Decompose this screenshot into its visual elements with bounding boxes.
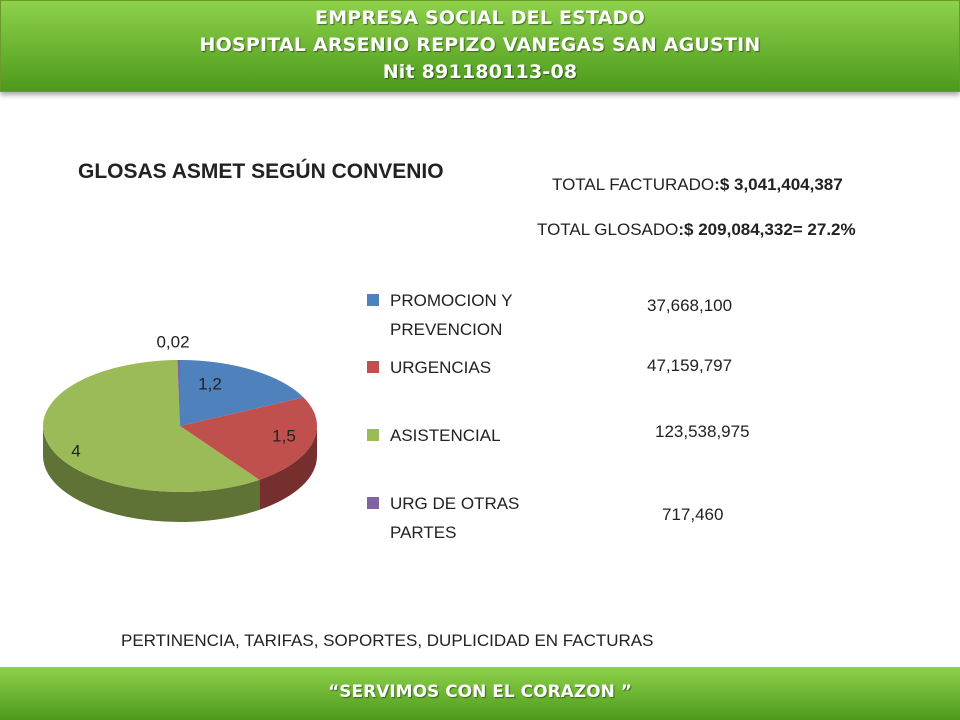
pie-slice-urgencias <box>180 397 317 480</box>
amount-promocion: 37,668,100 <box>647 296 733 315</box>
pie-side-urgencias <box>259 426 317 510</box>
legend-label-urg-otras-2: PARTES <box>390 523 457 542</box>
legend-swatch-urg-otras <box>367 497 379 509</box>
data-label-urg-otras: 0,02 <box>156 332 189 351</box>
amount-urgencias: 47,159,797 <box>647 356 733 375</box>
total-facturado: TOTAL FACTURADO:$ 3,041,404,387 <box>552 175 843 195</box>
legend-label-asistencial: ASISTENCIAL <box>390 426 501 445</box>
total-glosado-value: :$ 209,084,332= <box>678 220 808 239</box>
total-glosado-percent: 27.2% <box>807 220 856 239</box>
total-facturado-label: TOTAL FACTURADO <box>552 175 715 194</box>
legend-label-promocion-2: PREVENCION <box>390 320 503 339</box>
data-label-promocion: 1,2 <box>198 374 222 393</box>
data-label-asistencial: 4 <box>71 441 80 460</box>
footer-slogan: “SERVIMOS CON EL CORAZON ” <box>328 682 632 702</box>
legend-swatch-urgencias <box>367 361 379 373</box>
legend-label-promocion-1: PROMOCION Y <box>390 291 513 310</box>
total-glosado-label: TOTAL GLOSADO <box>537 220 679 239</box>
pie-slice-urg-otras <box>177 360 180 426</box>
footer-banner: “SERVIMOS CON EL CORAZON ” <box>0 667 960 720</box>
header-line-2: HOSPITAL ARSENIO REPIZO VANEGAS SAN AGUS… <box>199 34 761 56</box>
total-glosado: TOTAL GLOSADO:$ 209,084,332= 27.2% <box>537 220 856 240</box>
legend-swatch-promocion <box>367 294 379 306</box>
header-line-1: EMPRESA SOCIAL DEL ESTADO <box>315 7 645 29</box>
header-banner: EMPRESA SOCIAL DEL ESTADO HOSPITAL ARSEN… <box>0 0 960 92</box>
data-label-urgencias: 1,5 <box>272 426 296 445</box>
legend-swatch-asistencial <box>367 429 379 441</box>
chart-title: GLOSAS ASMET SEGÚN CONVENIO <box>78 160 444 183</box>
total-facturado-value: :$ 3,041,404,387 <box>714 175 843 194</box>
legend-label-urg-otras-1: URG DE OTRAS <box>390 494 520 513</box>
pie-side-asistencial <box>43 426 260 523</box>
pie-slice-promocion <box>180 360 304 426</box>
header-line-3: Nit 891180113-08 <box>382 61 578 83</box>
amount-asistencial: 123,538,975 <box>655 422 750 441</box>
bottom-note: PERTINENCIA, TARIFAS, SOPORTES, DUPLICID… <box>121 631 654 650</box>
amount-urg-otras: 717,460 <box>662 505 724 524</box>
pie-slice-asistencial <box>43 360 260 492</box>
legend-label-urgencias: URGENCIAS <box>390 358 492 377</box>
